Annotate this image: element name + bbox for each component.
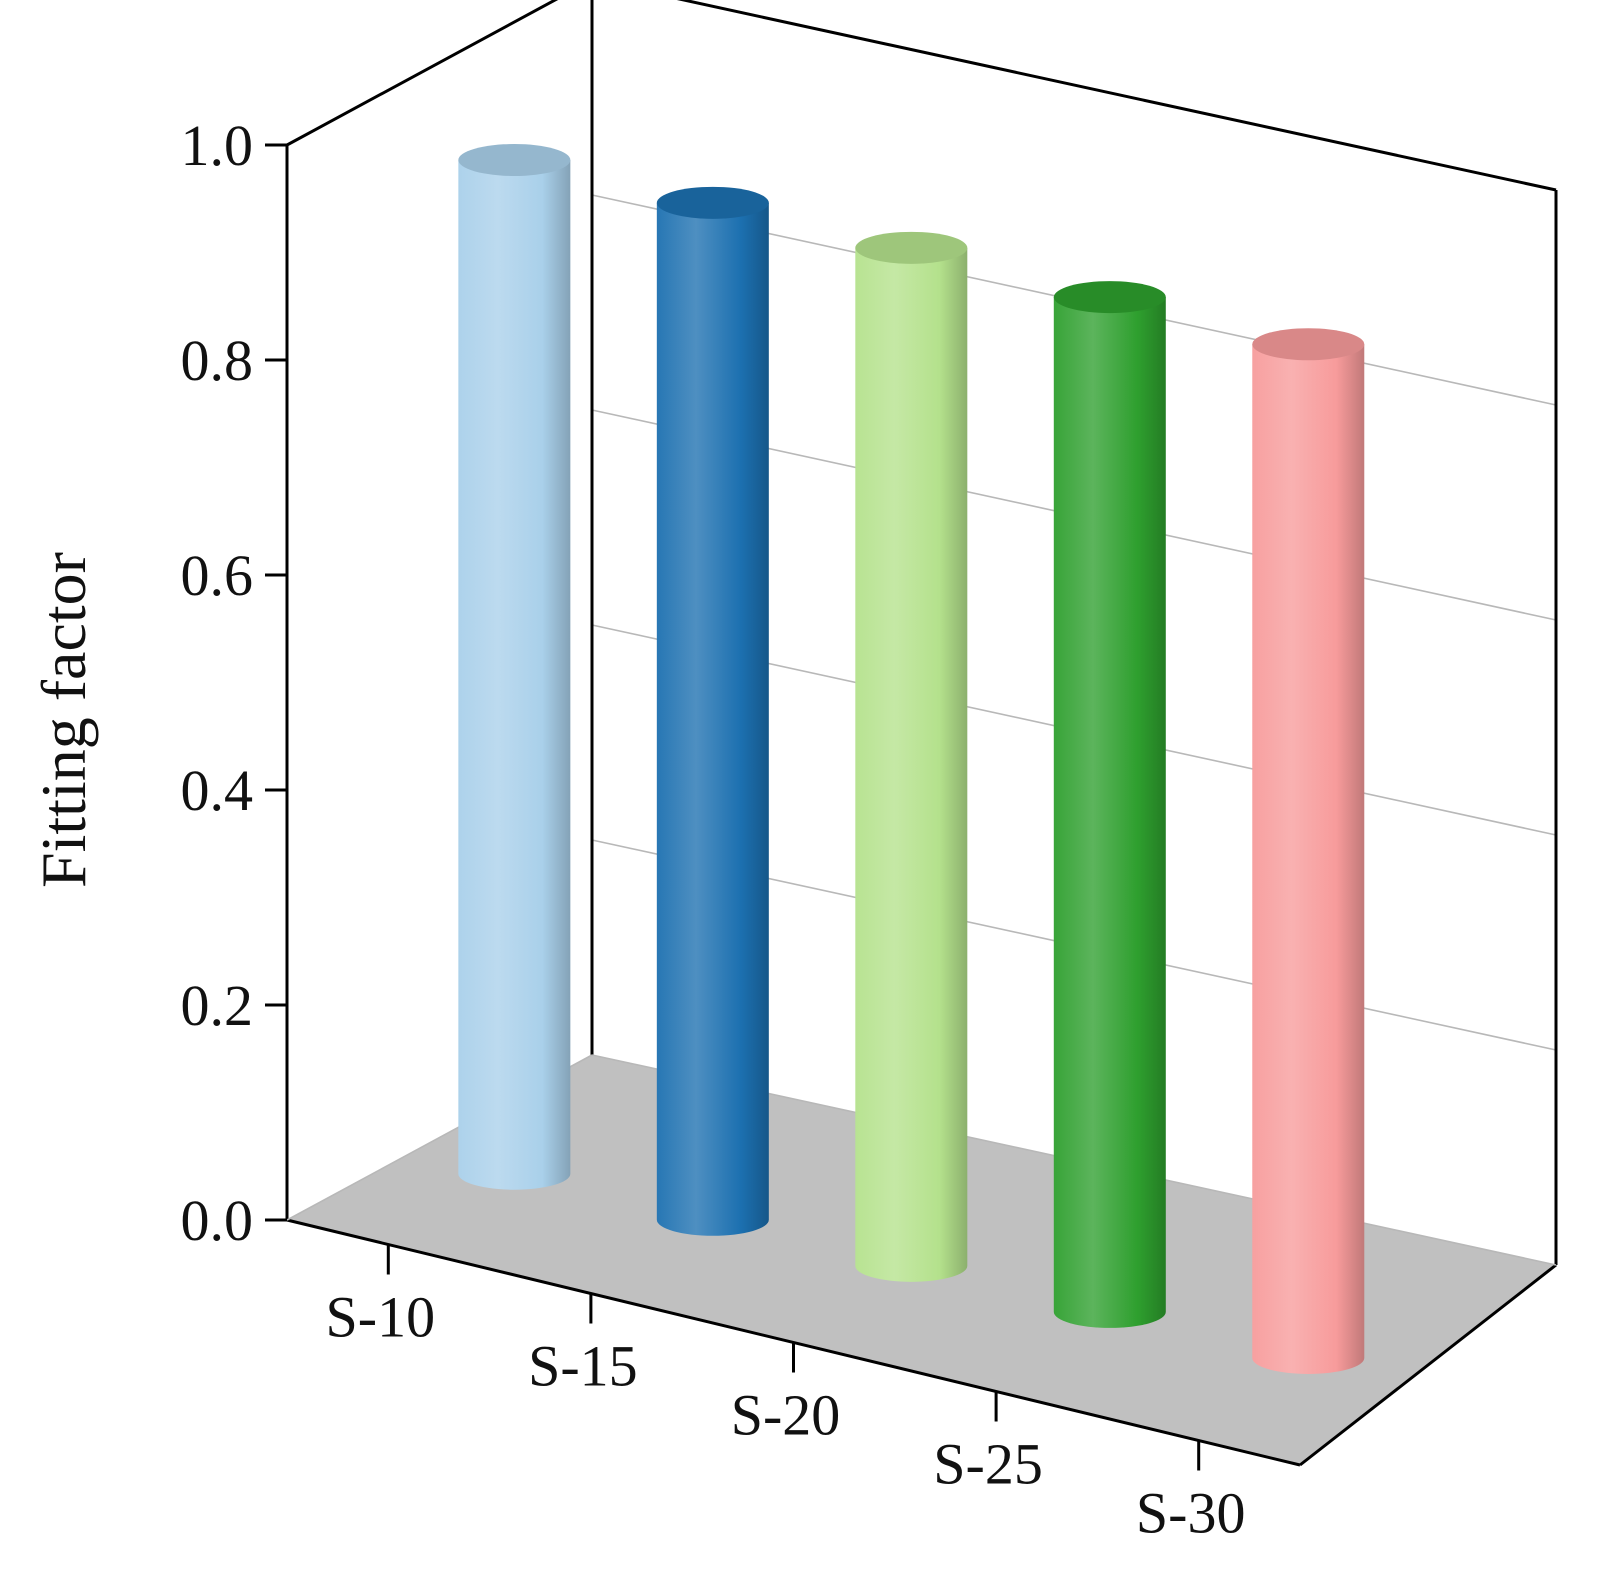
bar-S-15 xyxy=(656,202,769,1236)
x-tick-label: S-20 xyxy=(731,1383,841,1448)
bar-top-S-25 xyxy=(1053,281,1166,314)
y-axis-title: Fitting factor xyxy=(28,552,99,888)
x-tick-label: S-10 xyxy=(326,1285,436,1350)
x-tick-label: S-15 xyxy=(528,1334,638,1399)
axis-edge xyxy=(286,0,559,147)
bar-top-S-10 xyxy=(458,144,571,177)
bar-S-30 xyxy=(1252,344,1365,1374)
bar-S-20 xyxy=(855,247,968,1282)
bar-top-S-30 xyxy=(1252,328,1365,361)
y-tick-label: 0.8 xyxy=(181,328,254,393)
axis-edge xyxy=(1299,1263,1557,1467)
y-tick-label: 0.6 xyxy=(181,543,254,608)
y-axis-ticks: 0.0 0.2 0.4 0.6 0.8 1.0 xyxy=(181,113,287,1253)
x-axis-ticks: S-10 S-15 S-20 S-25 S-30 xyxy=(326,1244,1246,1546)
bar-S-10 xyxy=(458,160,571,1190)
bar-top-S-20 xyxy=(855,231,968,264)
cylinder-bars xyxy=(458,144,1365,1374)
y-tick-label: 0.4 xyxy=(181,758,254,823)
bar-top-S-15 xyxy=(656,186,769,219)
y-tick-label: 0.0 xyxy=(181,1188,254,1253)
y-tick-label: 1.0 xyxy=(181,113,254,178)
axis-edge xyxy=(676,0,1557,192)
y-tick-label: 0.2 xyxy=(181,973,254,1038)
bar-S-25 xyxy=(1053,297,1166,1328)
x-tick-label: S-30 xyxy=(1136,1481,1246,1546)
x-tick-label: S-25 xyxy=(933,1432,1043,1497)
